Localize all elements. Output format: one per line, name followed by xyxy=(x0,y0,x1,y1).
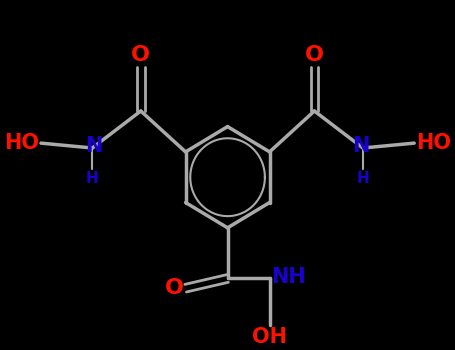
Text: H: H xyxy=(86,172,99,186)
Text: O: O xyxy=(165,278,184,298)
Text: HO: HO xyxy=(416,133,451,153)
Text: N: N xyxy=(352,136,370,156)
Text: HO: HO xyxy=(4,133,39,153)
Text: H: H xyxy=(357,172,369,186)
Text: N: N xyxy=(86,136,103,156)
Text: O: O xyxy=(305,45,324,65)
Text: OH: OH xyxy=(252,327,287,347)
Text: O: O xyxy=(131,45,150,65)
Text: NH: NH xyxy=(272,266,306,287)
